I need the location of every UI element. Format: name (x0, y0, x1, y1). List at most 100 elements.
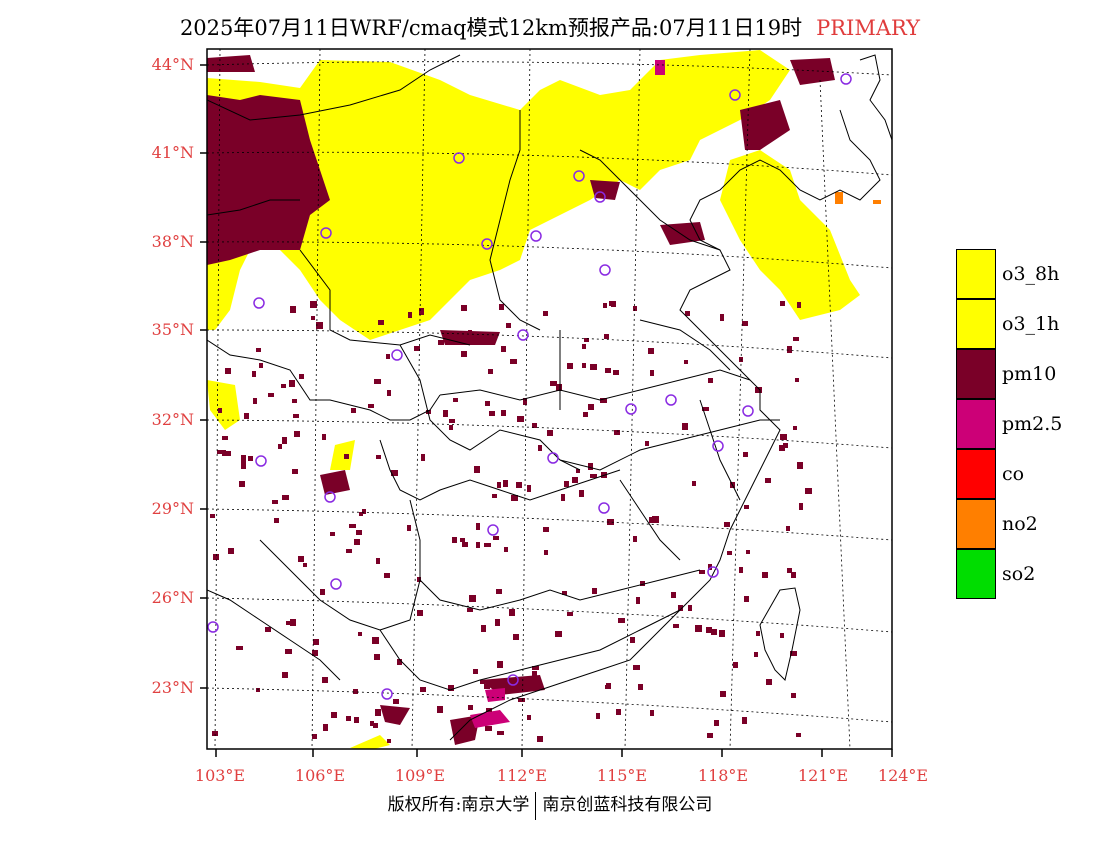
pm10-speckle (614, 430, 620, 435)
pm10-speckle (537, 736, 543, 742)
pm10-speckle (384, 573, 390, 578)
copyright-left: 版权所有:南京大学 (387, 795, 530, 815)
legend-label: pm10 (1002, 363, 1057, 385)
legend-swatch (956, 449, 996, 499)
pm10-speckle (497, 482, 501, 488)
pm10-speckle (241, 462, 246, 469)
pm10-speckle (501, 410, 506, 416)
pm10-speckle (795, 378, 799, 382)
pm10-speckle (449, 425, 453, 430)
pm10-speckle (239, 481, 245, 487)
pm10-speckle (278, 444, 282, 449)
pm10-speckle (501, 346, 506, 352)
pm10-speckle (780, 633, 784, 638)
pm10-speckle (467, 608, 473, 612)
lat-label-29: 29°N (151, 499, 194, 518)
pm10-speckle (544, 550, 548, 555)
pm10-speckle (393, 699, 399, 704)
pm10-speckle (638, 684, 643, 690)
pm10-speckle (303, 563, 307, 567)
pm10-speckle (742, 321, 748, 326)
pm10-speckle (739, 567, 743, 573)
pm10-speckle (368, 404, 374, 408)
pm10-speckle (376, 455, 381, 459)
lat-label-23: 23°N (151, 678, 194, 697)
pm10-speckle (708, 564, 712, 570)
pm10-speckle (282, 437, 287, 444)
pm10-speckle (786, 526, 790, 531)
pm10-speckle (259, 363, 263, 368)
pm10-speckle (797, 302, 801, 308)
pm10-speckle (797, 462, 803, 469)
pm10-speckle (572, 477, 578, 483)
map-title: 2025年07月11日WRF/cmaq模式12km预报产品:07月11日19时 P… (0, 12, 1100, 42)
pm10-speckle (256, 348, 261, 352)
copyright-right: 南京创蓝科技有限公司 (542, 795, 713, 815)
pm10-speckle (374, 379, 381, 384)
pm10-speckle (362, 509, 366, 514)
pm10-speckle (527, 485, 531, 492)
axis-ticks (200, 64, 893, 757)
pm10-speckle (313, 639, 319, 645)
pm10-speckle (603, 303, 607, 308)
pm10-speckle (468, 330, 472, 337)
pm10-speckle (376, 558, 380, 564)
pm10-speckle (228, 548, 234, 554)
pm10-speckle (720, 314, 724, 321)
pm10-speckle (556, 384, 562, 391)
pm10-speckle (282, 672, 288, 678)
footer-divider (535, 791, 537, 820)
lon-label-124: 124°E (877, 766, 929, 785)
legend-label: o3_8h (1002, 263, 1060, 285)
pm10-speckle (567, 612, 573, 616)
pm10-speckle (443, 410, 448, 417)
pm10-speckle (605, 368, 611, 373)
pm10-speckle (650, 710, 654, 716)
pm10-speckle (474, 466, 480, 473)
station-marker (625, 403, 637, 415)
station-marker (729, 89, 741, 101)
pm10-speckle (484, 684, 490, 689)
pm10-speckle (727, 551, 732, 555)
legend-label: pm2.5 (1002, 413, 1063, 435)
pm10-speckle (510, 359, 517, 364)
station-marker (547, 452, 559, 464)
pm10-speckle (322, 677, 328, 683)
pm10-speckle (711, 629, 717, 635)
station-marker (594, 191, 606, 203)
pm10-speckle (511, 495, 518, 501)
legend-item-o3-1h: o3_1h (956, 299, 1100, 349)
pm10-speckle (783, 443, 788, 448)
pm10-speckle (330, 532, 335, 536)
pm10-speckle (374, 654, 380, 660)
pm10-speckle (561, 494, 565, 501)
lat-label-44: 44°N (151, 55, 194, 74)
pm10-speckle (248, 456, 253, 461)
pm10-speckle (719, 630, 725, 637)
legend-item-co: co (956, 449, 1100, 499)
pm10-speckle (755, 387, 762, 393)
pm10-speckle (504, 547, 508, 552)
pm10-speckle (421, 454, 425, 461)
station-marker (453, 152, 465, 164)
pm10-speckle (265, 627, 271, 632)
pm10-speckle (253, 398, 257, 404)
pm10-speckle (407, 525, 411, 531)
pm10-speckle (742, 717, 747, 724)
station-marker (507, 674, 519, 686)
station-marker (599, 264, 611, 276)
pm10-speckle (213, 554, 219, 560)
station-marker (712, 440, 724, 452)
lat-label-26: 26°N (151, 588, 194, 607)
pm10-speckle (516, 482, 522, 488)
pm10-speckle (488, 369, 493, 374)
pm10-speckle (640, 581, 645, 586)
pm10-speckle (372, 637, 379, 644)
pm10-speckle (527, 715, 531, 720)
pm10-speckle (592, 588, 597, 594)
pm10-speckle (513, 634, 519, 640)
pm10-speckle (780, 434, 787, 440)
pm10-speckle (609, 301, 614, 306)
pm10-speckle (746, 550, 750, 554)
legend-label: so2 (1002, 563, 1036, 585)
